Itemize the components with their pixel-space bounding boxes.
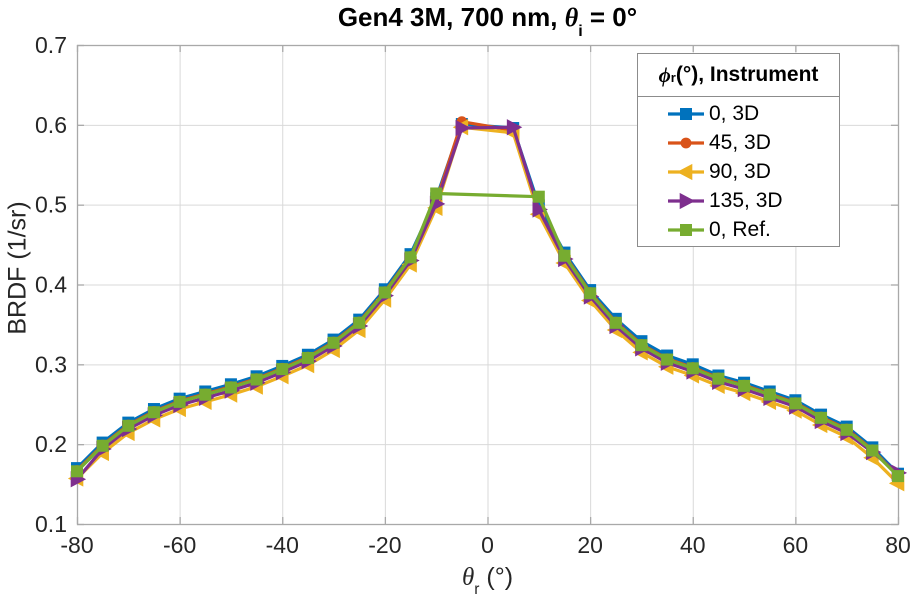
- triangle-right-legend-marker-icon: [668, 192, 704, 209]
- x-label-unit: (°): [479, 563, 514, 591]
- marker-square: [353, 316, 366, 329]
- y-tick-label: 0.3: [35, 351, 67, 377]
- legend-entries: 0, 3D 45, 3D 90, 3D 135, 3D 0, Ref.: [638, 97, 839, 244]
- marker-square: [199, 388, 212, 401]
- legend-label: 135, 3D: [709, 188, 783, 212]
- tick-marks: [76, 44, 900, 526]
- legend-label: 0, Ref.: [709, 217, 771, 241]
- marker-triangle-right: [679, 192, 696, 209]
- y-axis-label: BRDF (1/sr): [3, 201, 32, 335]
- marker-square: [680, 223, 692, 236]
- marker-square: [327, 336, 340, 349]
- marker-square: [892, 470, 904, 483]
- x-tick-label: 20: [577, 532, 603, 558]
- legend-label: 90, 3D: [709, 159, 771, 183]
- square-legend-marker-icon: [668, 223, 704, 236]
- y-tick-label: 0.5: [35, 192, 67, 218]
- marker-triangle-right: [532, 201, 548, 218]
- theta-symbol: θ: [461, 564, 475, 591]
- x-tick-label: -60: [163, 532, 196, 558]
- legend-title-text: (°), Instrument: [675, 63, 819, 86]
- marker-square: [378, 286, 391, 299]
- y-tick-label: 0.1: [35, 511, 67, 537]
- marker-square: [173, 395, 186, 408]
- marker-square: [712, 372, 725, 385]
- marker-square: [738, 379, 751, 392]
- marker-square: [763, 388, 776, 401]
- title-text-after: = 0°: [582, 2, 638, 32]
- legend-label: 0, 3D: [709, 101, 760, 125]
- marker-square: [866, 444, 879, 457]
- theta-symbol: θ: [564, 3, 579, 32]
- legend-item-0-ref: 0, Ref.: [638, 215, 839, 244]
- marker-square: [789, 397, 802, 410]
- marker-triangle-right: [506, 119, 523, 136]
- y-tick-label: 0.2: [35, 431, 67, 457]
- marker-square: [680, 107, 692, 120]
- x-label-subscript: r: [474, 581, 480, 599]
- legend-item-135-3d: 135, 3D: [638, 186, 839, 215]
- marker-square: [301, 351, 314, 364]
- marker-square: [584, 287, 597, 300]
- circle-legend-marker-icon: [668, 137, 704, 148]
- series-0-ref: [71, 187, 904, 483]
- x-tick-label: -40: [266, 532, 299, 558]
- marker-square: [147, 406, 160, 419]
- marker-triangle-left: [676, 163, 693, 180]
- marker-square: [840, 423, 853, 436]
- x-axis-label: θr (°): [77, 563, 898, 598]
- triangle-left-legend-marker-icon: [668, 163, 704, 180]
- x-tick-label: -80: [60, 532, 93, 558]
- marker-square: [815, 411, 828, 424]
- x-tick-label: 0: [481, 532, 494, 558]
- title-subscript: i: [578, 21, 583, 40]
- phi-symbol: ϕ: [658, 62, 671, 87]
- x-tick-label: -20: [368, 532, 401, 558]
- legend-label: 45, 3D: [709, 130, 771, 154]
- marker-square: [635, 339, 648, 352]
- marker-square: [532, 190, 545, 203]
- legend-item-90-3d: 90, 3D: [638, 157, 839, 186]
- y-tick-label: 0.6: [35, 112, 67, 138]
- marker-square: [224, 381, 237, 394]
- marker-square: [404, 251, 417, 264]
- marker-triangle-right: [455, 119, 471, 137]
- x-tick-label: 60: [783, 532, 809, 558]
- marker-square: [250, 373, 263, 386]
- legend-item-45-3d: 45, 3D: [638, 128, 839, 157]
- marker-square: [609, 316, 622, 329]
- marker-square: [661, 353, 674, 366]
- title-text-before: Gen4 3M, 700 nm,: [337, 2, 565, 32]
- marker-square: [430, 187, 443, 200]
- marker-square: [71, 465, 83, 478]
- legend-item-0-3d: 0, 3D: [638, 99, 839, 128]
- y-tick-label: 0.7: [35, 32, 67, 58]
- x-tick-label: 80: [885, 532, 911, 558]
- marker-square: [686, 362, 699, 375]
- chart-title: Gen4 3M, 700 nm, θi = 0°: [77, 2, 898, 39]
- square-legend-marker-icon: [668, 107, 704, 120]
- marker-square: [558, 249, 571, 262]
- marker-square: [122, 419, 135, 432]
- marker-circle: [680, 137, 692, 148]
- marker-square: [96, 439, 109, 452]
- x-tick-label: 40: [680, 532, 706, 558]
- y-tick-label: 0.4: [35, 272, 67, 298]
- marker-square: [276, 363, 289, 376]
